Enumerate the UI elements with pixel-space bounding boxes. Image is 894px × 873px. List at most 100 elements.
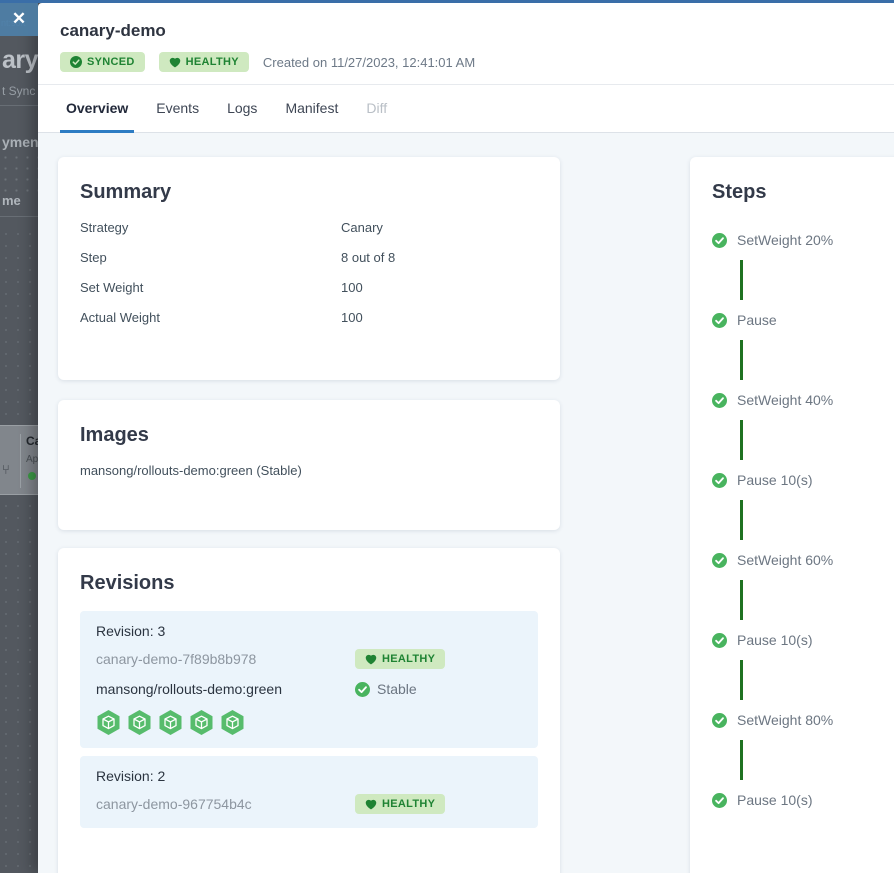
stable-label: Stable bbox=[377, 681, 417, 697]
step-label: SetWeight 20% bbox=[737, 232, 834, 248]
background-dot-grid bbox=[0, 228, 38, 424]
check-circle-icon bbox=[70, 56, 82, 68]
step-label: SetWeight 80% bbox=[737, 712, 834, 728]
step-check-icon bbox=[712, 632, 727, 648]
step-label: Pause 10(s) bbox=[737, 632, 813, 648]
revision-3-card: Revision: 3 canary-demo-7f89b8b978 HEALT… bbox=[80, 611, 538, 748]
tab-logs[interactable]: Logs bbox=[227, 100, 258, 116]
overview-content: Summary Strategy Canary Step 8 out of 8 … bbox=[38, 133, 894, 873]
replicaset-name: canary-demo-7f89b8b978 bbox=[96, 651, 257, 667]
step-item: SetWeight 20% bbox=[712, 230, 894, 250]
background-divider bbox=[0, 105, 38, 106]
step-check-icon bbox=[712, 472, 727, 488]
revision-number: Revision: 2 bbox=[96, 768, 166, 784]
step-connector bbox=[740, 740, 743, 780]
revision-resource-row: canary-demo-967754b4c HEALTHY bbox=[96, 794, 522, 814]
step-check-icon bbox=[712, 552, 727, 568]
summary-row-strategy: Strategy Canary bbox=[80, 220, 538, 236]
sync-status-label: SYNCED bbox=[87, 56, 135, 68]
pod-icon[interactable] bbox=[220, 709, 245, 736]
panel-header: canary-demo SYNCED HEALTHY Created on 11… bbox=[38, 3, 894, 72]
dimmed-background-page: nt:soft ary- t Sync ymen me ⑂ Ca Ap bbox=[0, 0, 38, 873]
background-name-fragment: me bbox=[2, 193, 21, 208]
tab-bar: Overview Events Logs Manifest Diff bbox=[38, 85, 894, 133]
steps-card: Steps SetWeight 20% Pause SetWeight 40% … bbox=[690, 157, 894, 873]
pod-icon[interactable] bbox=[96, 709, 121, 736]
step-check-icon bbox=[712, 712, 727, 728]
background-sync-fragment: t Sync bbox=[2, 84, 36, 98]
stable-indicator: Stable bbox=[355, 681, 417, 697]
node-subtitle-fragment: Ap bbox=[26, 454, 38, 465]
summary-row-set-weight: Set Weight 100 bbox=[80, 280, 538, 296]
node-card-divider bbox=[20, 434, 21, 488]
step-connector bbox=[740, 660, 743, 700]
step-label: SetWeight 60% bbox=[737, 552, 834, 568]
status-badge-row: SYNCED HEALTHY Created on 11/27/2023, 12… bbox=[60, 52, 872, 72]
step-item: SetWeight 60% bbox=[712, 550, 894, 570]
tab-manifest[interactable]: Manifest bbox=[285, 100, 339, 116]
node-title-fragment: Ca bbox=[26, 434, 38, 448]
image-entry: mansong/rollouts-demo:green (Stable) bbox=[80, 463, 302, 478]
background-dot-grid bbox=[0, 152, 38, 192]
images-card: Images mansong/rollouts-demo:green (Stab… bbox=[58, 400, 560, 530]
check-circle-icon bbox=[355, 681, 370, 697]
revision-2-card: Revision: 2 canary-demo-967754b4c HEALTH… bbox=[80, 756, 538, 828]
health-status-badge: HEALTHY bbox=[158, 52, 249, 72]
background-resource-node-card: ⑂ Ca Ap bbox=[0, 425, 38, 495]
tab-events[interactable]: Events bbox=[156, 100, 200, 116]
summary-row-actual-weight: Actual Weight 100 bbox=[80, 310, 538, 326]
tab-overview[interactable]: Overview bbox=[60, 100, 135, 133]
revision-number: Revision: 3 bbox=[96, 623, 166, 639]
revision-health-badge: HEALTHY bbox=[355, 649, 446, 669]
step-check-icon bbox=[712, 232, 727, 248]
step-item: SetWeight 40% bbox=[712, 390, 894, 410]
revisions-card: Revisions Revision: 3 canary-demo-7f89b8… bbox=[58, 548, 560, 873]
created-timestamp: Created on 11/27/2023, 12:41:01 AM bbox=[262, 54, 476, 70]
heart-icon bbox=[169, 57, 180, 67]
node-health-dot bbox=[28, 472, 36, 480]
step-item: SetWeight 80% bbox=[712, 710, 894, 730]
background-title-fragment: ary- bbox=[2, 46, 38, 74]
background-deployment-fragment: ymen bbox=[2, 134, 38, 150]
step-connector bbox=[740, 500, 743, 540]
background-divider bbox=[0, 216, 38, 217]
step-connector bbox=[740, 420, 743, 460]
close-icon: ✕ bbox=[11, 9, 27, 28]
summary-label: Strategy bbox=[80, 220, 129, 235]
step-label: Pause 10(s) bbox=[737, 792, 813, 808]
pod-list bbox=[96, 709, 522, 736]
step-item: Pause 10(s) bbox=[712, 630, 894, 650]
summary-value: 8 out of 8 bbox=[341, 250, 396, 265]
background-dot-grid bbox=[0, 500, 38, 873]
step-connector bbox=[740, 580, 743, 620]
heart-icon bbox=[365, 799, 377, 809]
summary-label: Actual Weight bbox=[80, 310, 160, 325]
summary-value: 100 bbox=[341, 280, 363, 295]
rollout-detail-panel: canary-demo SYNCED HEALTHY Created on 11… bbox=[38, 3, 894, 873]
summary-label: Set Weight bbox=[80, 280, 144, 295]
close-panel-button[interactable]: ✕ bbox=[0, 2, 38, 36]
step-label: Pause 10(s) bbox=[737, 472, 813, 488]
step-connector bbox=[740, 340, 743, 380]
revision-health-badge: HEALTHY bbox=[355, 794, 446, 814]
revision-resource-row: canary-demo-7f89b8b978 HEALTHY bbox=[96, 649, 522, 669]
heart-icon bbox=[365, 654, 377, 664]
summary-card: Summary Strategy Canary Step 8 out of 8 … bbox=[58, 157, 560, 380]
summary-title: Summary bbox=[80, 181, 172, 203]
revisions-title: Revisions bbox=[80, 572, 175, 594]
replicaset-name: canary-demo-967754b4c bbox=[96, 796, 252, 812]
summary-value: 100 bbox=[341, 310, 363, 325]
summary-value: Canary bbox=[341, 220, 383, 235]
pod-icon[interactable] bbox=[189, 709, 214, 736]
step-connector bbox=[740, 260, 743, 300]
pod-icon[interactable] bbox=[127, 709, 152, 736]
summary-label: Step bbox=[80, 250, 107, 265]
step-check-icon bbox=[712, 792, 727, 808]
summary-row-step: Step 8 out of 8 bbox=[80, 250, 538, 266]
step-item: Pause bbox=[712, 310, 894, 330]
step-label: SetWeight 40% bbox=[737, 392, 834, 408]
step-check-icon bbox=[712, 312, 727, 328]
images-title: Images bbox=[80, 424, 149, 446]
sync-status-badge: SYNCED bbox=[60, 52, 145, 72]
pod-icon[interactable] bbox=[158, 709, 183, 736]
